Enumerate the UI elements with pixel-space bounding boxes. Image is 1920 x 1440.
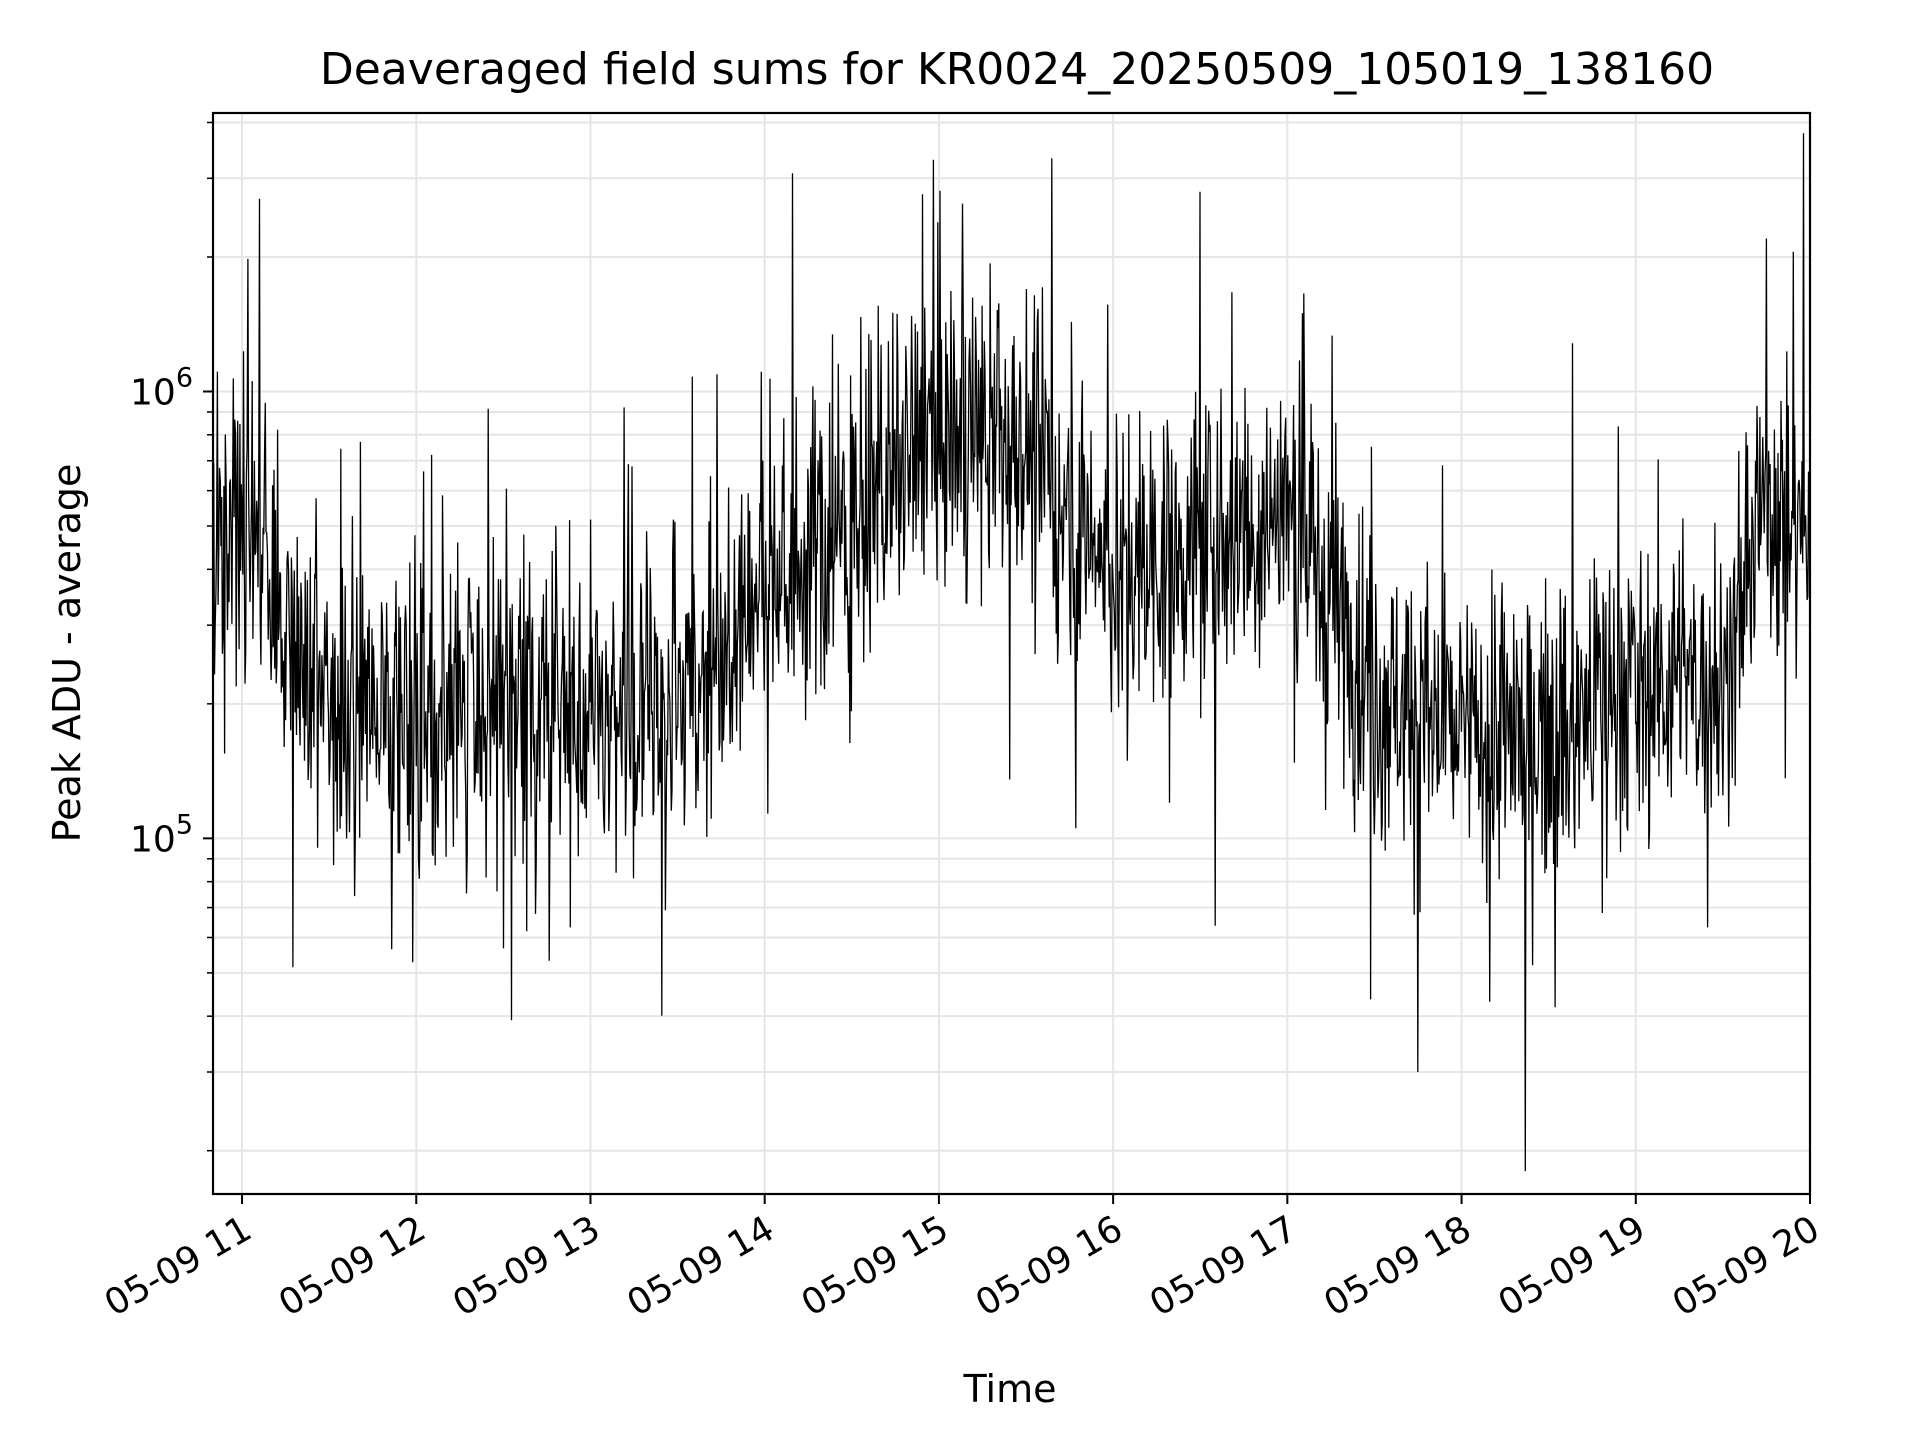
y-tick-label: 106 (130, 363, 193, 414)
series-group (212, 133, 1811, 1172)
y-axis-label: Peak ADU - average (45, 464, 89, 843)
series-line (212, 133, 1811, 1172)
chart-title: Deaveraged field sums for KR0024_2025050… (320, 44, 1714, 95)
y-ticks: 105 106 (130, 121, 213, 1152)
y-tick-label: 105 (130, 809, 193, 860)
x-axis-label: Time (963, 1367, 1057, 1411)
plot-frame (211, 111, 1812, 1196)
